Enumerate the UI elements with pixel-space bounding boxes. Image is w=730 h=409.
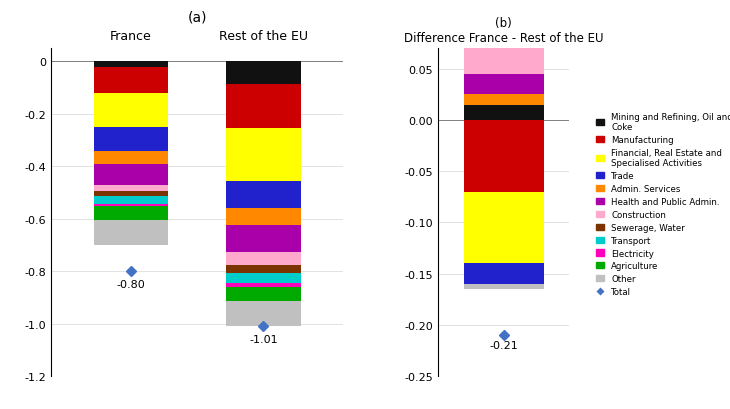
Bar — [93, 67, 168, 94]
Bar — [93, 197, 168, 205]
Text: -0.21: -0.21 — [489, 340, 518, 351]
Bar — [226, 287, 301, 302]
Bar — [93, 206, 168, 220]
Bar — [93, 220, 168, 245]
Bar — [93, 192, 168, 197]
Bar — [226, 265, 301, 273]
Text: Rest of the EU: Rest of the EU — [219, 29, 308, 43]
Bar — [226, 181, 301, 209]
Bar — [226, 273, 301, 283]
Bar — [226, 283, 301, 287]
Text: France: France — [110, 29, 152, 43]
Bar — [93, 94, 168, 128]
Bar — [464, 105, 544, 121]
Bar — [226, 252, 301, 265]
Bar — [93, 62, 168, 67]
Bar — [226, 226, 301, 252]
Bar — [226, 129, 301, 181]
Title: (a): (a) — [188, 10, 207, 25]
Bar — [226, 84, 301, 129]
Bar — [464, 29, 544, 39]
Bar — [464, 192, 544, 264]
Legend: Mining and Refining, Oil and
Coke, Manufacturing, Financial, Real Estate and
Spe: Mining and Refining, Oil and Coke, Manuf… — [596, 112, 730, 297]
Bar — [464, 39, 544, 49]
Bar — [226, 62, 301, 84]
Bar — [464, 18, 544, 29]
Bar — [464, 49, 544, 74]
Bar — [226, 302, 301, 326]
Text: -0.80: -0.80 — [116, 279, 145, 290]
Bar — [464, 74, 544, 95]
Bar — [464, 264, 544, 284]
Bar — [93, 185, 168, 192]
Bar — [93, 164, 168, 185]
Bar — [464, 284, 544, 290]
Bar — [464, 121, 544, 192]
Bar — [226, 209, 301, 226]
Bar — [93, 128, 168, 151]
Text: -1.01: -1.01 — [249, 335, 278, 344]
Bar — [464, 95, 544, 105]
Bar — [93, 151, 168, 164]
Bar — [93, 205, 168, 206]
Title: (b)
Difference France - Rest of the EU: (b) Difference France - Rest of the EU — [404, 17, 604, 45]
